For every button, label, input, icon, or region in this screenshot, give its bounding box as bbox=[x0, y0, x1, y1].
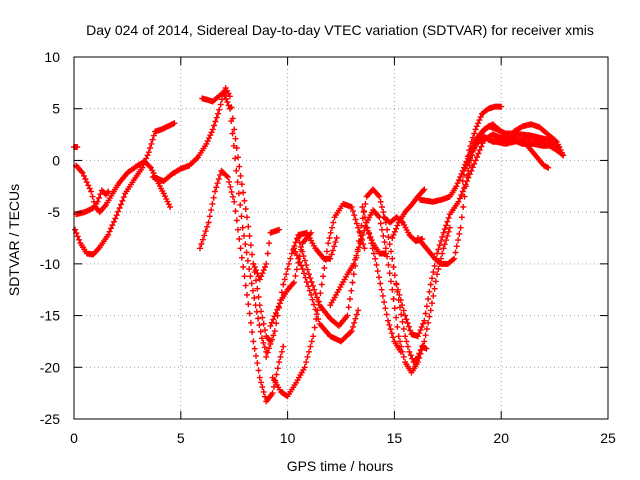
axis-ticks: 0 5 10 15 20 25 -25 -20 -15 -10 -5 0 5 10 bbox=[40, 49, 616, 446]
series-19-points bbox=[393, 131, 562, 340]
series-3-points bbox=[73, 187, 112, 218]
y-tick-label: 0 bbox=[52, 152, 60, 168]
series-10-points bbox=[269, 200, 368, 400]
series-6 bbox=[199, 89, 270, 355]
series-13 bbox=[295, 186, 430, 366]
y-axis-label: SDTVAR / TECUs bbox=[6, 184, 22, 296]
y-tick-label: -25 bbox=[40, 411, 60, 427]
series-7 bbox=[197, 167, 287, 405]
series-4 bbox=[72, 120, 178, 258]
data-points bbox=[71, 85, 567, 405]
series-18-points bbox=[389, 186, 428, 241]
x-tick-label: 5 bbox=[177, 430, 185, 446]
series-16-points bbox=[363, 224, 389, 257]
y-tick-label: 5 bbox=[52, 101, 60, 117]
y-tick-label: -10 bbox=[40, 256, 60, 272]
x-tick-label: 0 bbox=[70, 430, 78, 446]
series-4-points bbox=[72, 120, 178, 258]
series-2-points bbox=[73, 158, 174, 216]
series-19 bbox=[393, 131, 562, 340]
series-14 bbox=[327, 207, 453, 376]
series-16 bbox=[363, 224, 389, 257]
series-11 bbox=[263, 229, 340, 360]
series-8 bbox=[250, 226, 283, 283]
series-1-points bbox=[71, 144, 81, 150]
series-6-points bbox=[199, 89, 270, 355]
y-tick-label: -20 bbox=[40, 359, 60, 375]
series-24-points bbox=[485, 134, 567, 159]
series-1 bbox=[71, 144, 81, 150]
grid-lines bbox=[74, 57, 608, 419]
chart-title: Day 024 of 2014, Sidereal Day-to-day VTE… bbox=[86, 22, 594, 38]
series-8-points bbox=[250, 226, 283, 283]
series-18 bbox=[389, 186, 428, 241]
series-5-points bbox=[150, 85, 274, 345]
series-14-points bbox=[327, 207, 453, 376]
x-tick-label: 10 bbox=[280, 430, 296, 446]
x-tick-label: 20 bbox=[493, 430, 509, 446]
series-13-points bbox=[295, 186, 430, 366]
y-tick-label: 10 bbox=[44, 49, 60, 65]
x-tick-label: 25 bbox=[600, 430, 616, 446]
series-10 bbox=[269, 200, 368, 400]
series-12-points bbox=[291, 245, 362, 345]
series-7-points bbox=[197, 167, 287, 405]
series-5 bbox=[150, 85, 274, 345]
series-3 bbox=[73, 187, 112, 218]
y-tick-label: -15 bbox=[40, 308, 60, 324]
series-2 bbox=[73, 158, 174, 216]
x-tick-label: 15 bbox=[387, 430, 403, 446]
series-11-points bbox=[263, 229, 340, 360]
series-12 bbox=[291, 245, 362, 345]
plot-frame bbox=[73, 56, 609, 420]
x-axis-label: GPS time / hours bbox=[287, 458, 394, 474]
series-24 bbox=[485, 134, 567, 159]
y-tick-label: -5 bbox=[48, 204, 61, 220]
